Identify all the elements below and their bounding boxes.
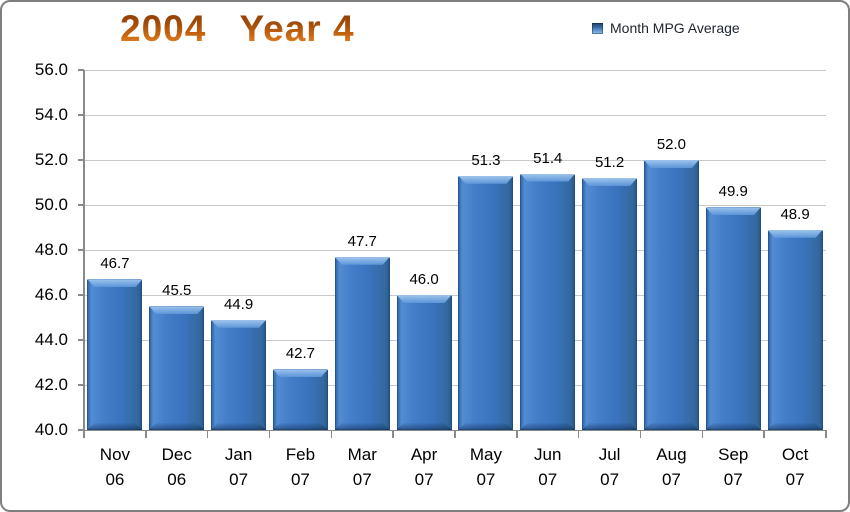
x-axis-label: Jun 07 — [534, 445, 562, 489]
y-axis-label: 40.0 — [34, 420, 68, 439]
x-axis-label: Apr 07 — [410, 445, 438, 489]
bar-oct-07[interactable] — [767, 229, 823, 430]
x-axis-label: Dec 06 — [161, 445, 192, 489]
y-axis-tick — [78, 294, 84, 296]
x-axis-label: Jan 07 — [224, 445, 253, 489]
x-axis-tick — [145, 430, 147, 438]
legend-marker-icon — [592, 23, 603, 34]
bar-value-label: 42.7 — [285, 345, 316, 363]
y-axis-label: 50.0 — [34, 195, 68, 214]
bar-value-label: 45.5 — [162, 282, 192, 300]
bar-value-label: 49.9 — [718, 183, 748, 201]
y-axis-label: 42.0 — [34, 375, 68, 394]
bar-nov-06[interactable] — [87, 279, 143, 430]
y-axis-label: 44.0 — [34, 330, 68, 349]
x-axis-tick — [639, 430, 642, 438]
legend[interactable]: Month MPG Average — [592, 20, 740, 36]
x-axis-label: May 07 — [469, 445, 502, 489]
y-axis-label: 56.0 — [34, 60, 68, 79]
bar-value-label: 48.9 — [780, 205, 810, 223]
y-axis-label: 46.0 — [34, 285, 68, 304]
bar-apr-07[interactable] — [396, 295, 452, 430]
x-axis-label: Nov 06 — [99, 445, 131, 489]
gridline — [84, 204, 826, 206]
x-axis-tick — [392, 430, 394, 438]
x-axis-tick — [454, 430, 456, 438]
bar-value-label: 51.3 — [471, 151, 501, 169]
y-axis-tick — [78, 159, 84, 161]
bar-value-label: 46.7 — [100, 255, 130, 273]
y-axis-tick — [78, 384, 84, 386]
x-axis-label: Oct 07 — [781, 445, 809, 489]
x-axis-tick — [763, 430, 765, 438]
bar-value-label: 51.4 — [533, 149, 563, 167]
y-axis-label: 54.0 — [34, 105, 68, 124]
legend-label: Month MPG Average — [610, 20, 740, 36]
bar-aug-07[interactable] — [643, 160, 699, 430]
x-axis-label: Jul 07 — [598, 445, 621, 489]
x-axis-tick — [268, 430, 271, 438]
bar-jun-07[interactable] — [520, 173, 576, 430]
chart-title[interactable]: 2004 Year 4 — [120, 8, 355, 49]
bar-value-label: 52.0 — [656, 136, 687, 153]
gridline — [84, 294, 826, 296]
bar-dec-06[interactable] — [149, 306, 205, 430]
x-axis-tick — [825, 430, 827, 438]
bar-value-label: 47.7 — [347, 232, 377, 250]
gridline — [84, 339, 826, 341]
y-axis-tick — [78, 69, 84, 71]
bar-mar-07[interactable] — [334, 256, 390, 430]
y-axis-tick — [78, 114, 84, 116]
x-axis-tick — [701, 430, 704, 438]
x-axis-label: Feb 07 — [285, 445, 316, 489]
x-axis-label: Aug 07 — [656, 445, 687, 489]
y-axis-tick — [78, 339, 84, 341]
x-axis-tick — [330, 430, 333, 438]
x-axis-tick — [206, 430, 209, 438]
gridline — [84, 159, 826, 161]
bar-may-07[interactable] — [458, 175, 514, 430]
bar-sep-07[interactable] — [705, 207, 761, 430]
bar-jul-07[interactable] — [582, 178, 638, 430]
gridline — [84, 249, 826, 251]
x-axis-label: Sep 07 — [718, 445, 749, 489]
bar-jan-07[interactable] — [211, 319, 267, 430]
gridline — [84, 69, 826, 71]
x-axis-tick — [83, 430, 85, 438]
gridline — [84, 384, 826, 386]
y-axis-tick — [78, 204, 84, 206]
y-axis-tick — [78, 249, 84, 251]
x-axis-tick — [577, 430, 580, 438]
y-axis-tick — [78, 429, 84, 431]
bar-feb-07[interactable] — [272, 369, 328, 430]
y-axis-label: 48.0 — [34, 240, 68, 259]
gridline — [84, 114, 826, 116]
bar-value-label: 44.9 — [223, 295, 254, 313]
y-axis-label: 52.0 — [34, 150, 68, 169]
x-axis-tick — [516, 430, 518, 438]
x-axis-label: Mar 07 — [347, 445, 377, 489]
y-axis-line — [83, 70, 85, 431]
bar-value-label: 51.2 — [594, 154, 625, 171]
bar-value-label: 46.0 — [409, 271, 439, 288]
